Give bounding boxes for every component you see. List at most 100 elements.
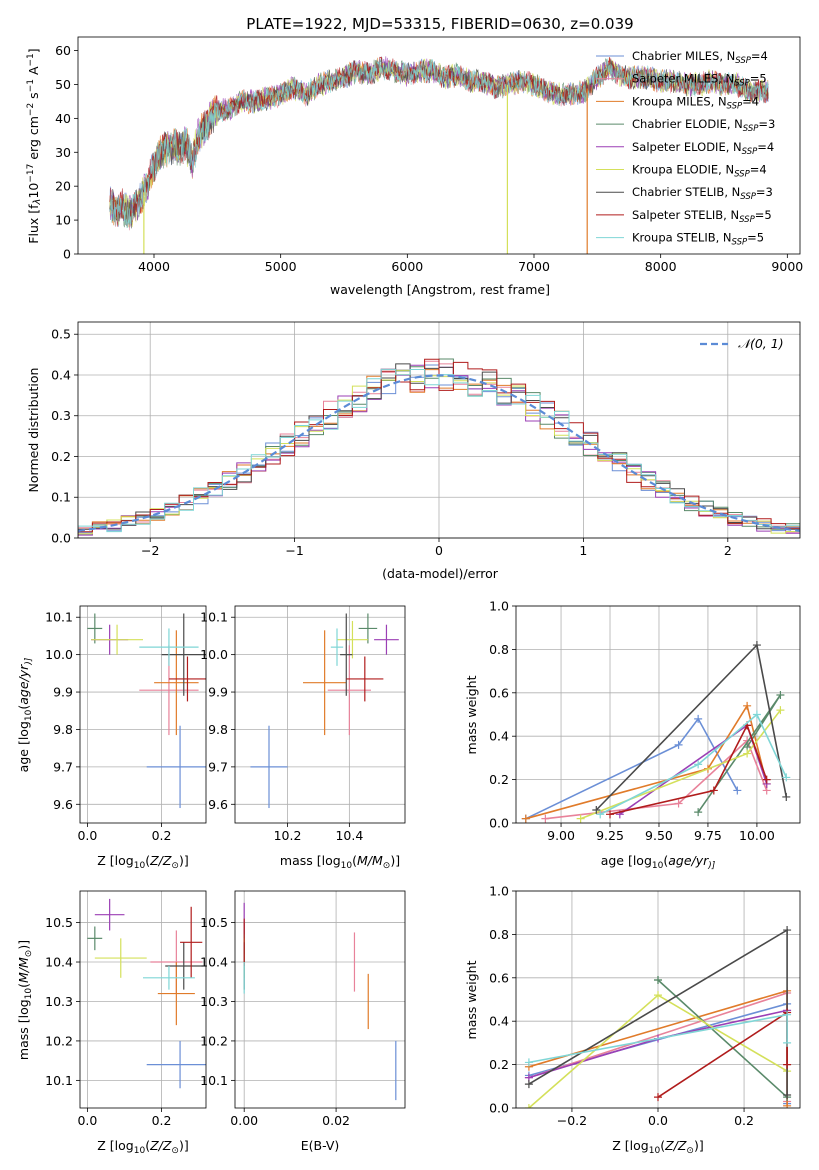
massweight_vs_age-plot-area (521, 641, 791, 823)
label-part: Z/Z (664, 1138, 687, 1153)
y-axis-label: mass weight (464, 960, 479, 1039)
label-part: ( (145, 853, 150, 868)
legend-text: Kroupa STELIB, N (632, 231, 732, 245)
errorbar-point (303, 630, 347, 736)
label-part: Z [log (97, 1138, 133, 1153)
x-axis-label: wavelength [Angstrom, rest frame] (330, 282, 550, 297)
weight-marker (596, 810, 605, 819)
label-part: −2 (26, 103, 36, 116)
label-part: −17 (26, 164, 36, 183)
x-axis-label: age [log10(age/yr)] (601, 853, 716, 871)
errorbar-point (94, 938, 147, 978)
x-tick-label: 0.0 (77, 1113, 97, 1128)
label-part: ⊙ (383, 861, 391, 871)
x-tick-label: −2 (141, 543, 159, 558)
y-tick-label: 9.9 (208, 685, 228, 700)
weight-marker (524, 1058, 533, 1067)
label-part: M/M (16, 957, 31, 983)
label-part: 10 (24, 988, 34, 1000)
y-tick-label: 0.2 (51, 449, 71, 464)
label-part: Z/Z (149, 1138, 172, 1153)
spectrum-frame (77, 36, 801, 255)
y-tick-label: 10.1 (45, 1073, 73, 1088)
residuals-frame (77, 321, 801, 539)
weight-marker (674, 740, 683, 749)
legend-label: 𝒩(0, 1) (738, 336, 784, 351)
x-tick-label: 0.0 (77, 828, 97, 843)
legend-text: Kroupa ELODIE, N (632, 163, 734, 177)
spectrum-plot-area (109, 56, 769, 254)
label-part: Z/Z (149, 853, 172, 868)
y-tick-label: 10.5 (200, 915, 228, 930)
y-tick-label: 1.0 (489, 599, 509, 614)
x-tick-label: 7000 (518, 259, 550, 274)
weight-marker (783, 1038, 792, 1047)
errorbar-point (346, 656, 384, 702)
y-tick-label: 0.4 (489, 729, 509, 744)
mass_vs_Z-frame (79, 890, 207, 1109)
x-tick-label: 0.02 (322, 1113, 350, 1128)
x-tick-label: 4000 (138, 259, 170, 274)
legend-tail: =4 (742, 94, 759, 108)
errorbar-point (340, 613, 353, 696)
y-tick-label: 0.8 (489, 927, 509, 942)
errorbar-point (87, 926, 103, 951)
y-tick-label: 40 (55, 111, 71, 126)
x-tick-label: 10.4 (335, 828, 363, 843)
label-part: )] (390, 853, 400, 868)
errorbar-point (143, 965, 195, 990)
label-part: )] (707, 861, 716, 871)
age_vs_mass-frame (234, 605, 406, 824)
y-tick-label: 10.2 (45, 1033, 73, 1048)
mass_vs_Z-plot-area (87, 898, 206, 1089)
x-tick-label: −1 (285, 543, 303, 558)
weight-marker (776, 690, 785, 699)
weight-series (609, 723, 768, 816)
x-tick-label: 9.25 (596, 828, 624, 843)
label-part: ⊙ (171, 861, 179, 871)
x-tick-label: 0.2 (152, 1113, 172, 1128)
mass_vs_ebv-axes: 0.00 0.02 10.1 10.2 10.3 10.4 10.5 (200, 891, 405, 1128)
weight-series (599, 713, 788, 816)
weight-marker (709, 786, 718, 795)
massweight_vs_age-axes: 9.00 9.25 9.50 9.75 10.00 0.0 0.2 0.4 0.6 0.8 1.0 (489, 599, 800, 843)
legend-label: Salpeter ELODIE, NSSP=4 (632, 140, 774, 157)
y-axis-label: mass weight (464, 675, 479, 754)
errorbar-point (374, 624, 399, 655)
legend-subscript: SSP (735, 56, 751, 66)
y-tick-label: 10.1 (200, 610, 228, 625)
age_vs_mass-plot-area (250, 613, 399, 809)
x-tick-label: 9.50 (645, 828, 673, 843)
massweight_vs_Z-plot-area (524, 926, 792, 1108)
label-part: age [log (601, 853, 652, 868)
weight-series (657, 979, 788, 1098)
weight-marker (524, 1104, 533, 1108)
y-tick-label: 50 (55, 77, 71, 92)
label-part: 10 (134, 1146, 146, 1156)
errorbar-point (330, 628, 344, 666)
legend-subscript: SSP (740, 192, 756, 202)
mass_vs_ebv-frame (234, 890, 406, 1109)
errorbar-point (168, 656, 206, 702)
y-axis-label: age [log10(age/yr)] (16, 657, 34, 772)
massweight_vs_age-frame (515, 605, 801, 824)
y-tick-label: 0.4 (489, 1014, 509, 1029)
legend-label: Salpeter MILES, NSSP=5 (632, 72, 767, 89)
legend-label: Kroupa STELIB, NSSP=5 (632, 231, 764, 248)
label-part: 10 (24, 709, 34, 721)
y-tick-label: 0.4 (51, 367, 71, 382)
y-tick-label: 0.1 (51, 490, 71, 505)
legend-label: Chabrier STELIB, NSSP=3 (632, 185, 773, 202)
errorbar-point (157, 962, 195, 1026)
weight-marker (694, 760, 703, 769)
errorbar-point (250, 725, 288, 809)
label-part: ⊙ (686, 1146, 694, 1156)
label-part: −1 (26, 79, 36, 92)
y-tick-label: 0.0 (489, 1101, 509, 1116)
weight-marker (783, 926, 792, 935)
x-axis-label: Z [log10(Z/Z⊙)] (97, 1138, 188, 1156)
legend-tail: =3 (758, 117, 775, 131)
label-part: 10 (652, 861, 664, 871)
legend-tail: =4 (750, 163, 767, 177)
y-tick-label: 0.0 (51, 531, 71, 546)
